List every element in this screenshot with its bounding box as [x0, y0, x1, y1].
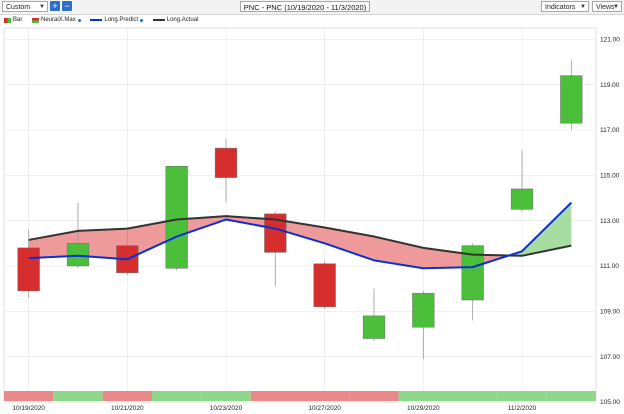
- y-tick-label: 121.00: [600, 37, 620, 44]
- indicators-label: Indicators: [545, 4, 576, 11]
- candle-up: [362, 315, 386, 339]
- long-predict-line: [28, 201, 573, 270]
- neuralx-strip-cell: [448, 391, 498, 401]
- x-tick-label: 10/29/2020: [407, 405, 440, 412]
- line-series: [28, 201, 573, 270]
- legend-label: Long.Predict: [104, 17, 139, 23]
- bearish-spread-fill: [28, 216, 509, 269]
- y-tick-label: 119.00: [600, 82, 620, 89]
- legend-item-bar[interactable]: Bar: [4, 15, 22, 26]
- x-axis: 10/19/2020 10/21/2020 10/23/2020 10/27/2020…: [12, 405, 536, 412]
- x-tick-label: 11/2/2020: [508, 405, 537, 412]
- y-tick-label: 109.00: [600, 309, 620, 316]
- line-swatch-icon: [152, 19, 165, 21]
- spread-fill-area: [28, 202, 572, 269]
- chart-title: PNC - PNC (10/19/2020 - 11/3/2020): [240, 1, 370, 12]
- candle-down: [264, 213, 287, 253]
- y-tick-label: 113.00: [600, 218, 620, 225]
- range-select[interactable]: Custom ▼: [2, 1, 48, 12]
- candle-up: [510, 188, 534, 210]
- candle-up: [560, 75, 583, 124]
- chart-legend: Bar NeuralX.Max Long.Predict Long.Actual: [4, 15, 206, 25]
- neuralx-strip-cell: [497, 391, 547, 401]
- y-axis: 105.00 107.00 109.00 111.00 113.00 115.00 117.…: [600, 37, 620, 407]
- neuralx-strip-cell: [349, 391, 399, 401]
- y-tick-label: 105.00: [600, 399, 620, 406]
- y-tick-label: 115.00: [600, 173, 620, 180]
- neuralx-swatch-icon: [32, 17, 40, 23]
- legend-item-long-predict[interactable]: Long.Predict: [90, 15, 144, 26]
- candle-series: [17, 59, 583, 359]
- legend-label: Long.Actual: [166, 17, 199, 23]
- indicators-dropdown[interactable]: Indicators ▼: [541, 1, 589, 12]
- candle-up: [412, 292, 435, 328]
- x-tick-label: 10/21/2020: [111, 405, 144, 412]
- x-tick-label: 10/27/2020: [308, 405, 341, 412]
- neuralx-strip-cell: [4, 391, 54, 401]
- long-actual-line: [28, 215, 572, 257]
- legend-item-long-actual[interactable]: Long.Actual: [152, 15, 199, 26]
- neuralx-strip-cell: [53, 391, 103, 401]
- chevron-down-icon: ▼: [39, 4, 45, 10]
- remove-chart-button[interactable]: −: [62, 1, 72, 11]
- neuralx-strip-cell: [102, 391, 152, 401]
- chevron-down-icon: ▼: [613, 4, 619, 10]
- legend-label: NeuralX.Max: [41, 17, 76, 23]
- x-tick-label: 10/23/2020: [210, 405, 243, 412]
- chevron-down-icon: ▼: [580, 4, 586, 10]
- candle-down: [313, 263, 336, 308]
- add-chart-button[interactable]: +: [50, 1, 60, 11]
- y-tick-label: 107.00: [600, 354, 620, 361]
- candle-up: [461, 245, 484, 301]
- neuralx-strip-cell: [546, 391, 596, 401]
- legend-label: Bar: [13, 17, 23, 23]
- y-tick-label: 111.00: [600, 263, 619, 270]
- plot-frame: [3, 27, 597, 403]
- candle-down: [214, 147, 238, 178]
- views-dropdown[interactable]: Views ▼: [592, 1, 622, 12]
- candle-up: [165, 166, 188, 269]
- neuralx-strip-cell: [398, 391, 448, 401]
- neuralx-strip-cell: [152, 391, 202, 401]
- settings-dot-icon: [140, 18, 144, 22]
- neuralx-strip-cell: [250, 391, 300, 401]
- neuralx-strip-cell: [300, 391, 350, 401]
- legend-item-neuralx[interactable]: NeuralX.Max: [32, 15, 81, 26]
- chart-toolbar: Custom ▼ + − PNC - PNC (10/19/2020 - 11/…: [0, 0, 624, 15]
- range-select-value: Custom: [6, 4, 31, 11]
- settings-dot-icon: [77, 18, 81, 22]
- y-tick-label: 117.00: [600, 127, 620, 134]
- views-label: Views: [596, 4, 615, 11]
- chart-grid: [3, 27, 597, 403]
- neuralx-strip-cell: [201, 391, 251, 401]
- bullish-spread-fill: [508, 202, 572, 256]
- candle-down: [17, 247, 40, 292]
- x-tick-label: 10/19/2020: [12, 405, 45, 412]
- candle-up: [66, 243, 90, 267]
- bar-swatch-icon: [4, 17, 11, 23]
- line-swatch-icon: [90, 19, 103, 21]
- neuralx-strip: [4, 391, 596, 401]
